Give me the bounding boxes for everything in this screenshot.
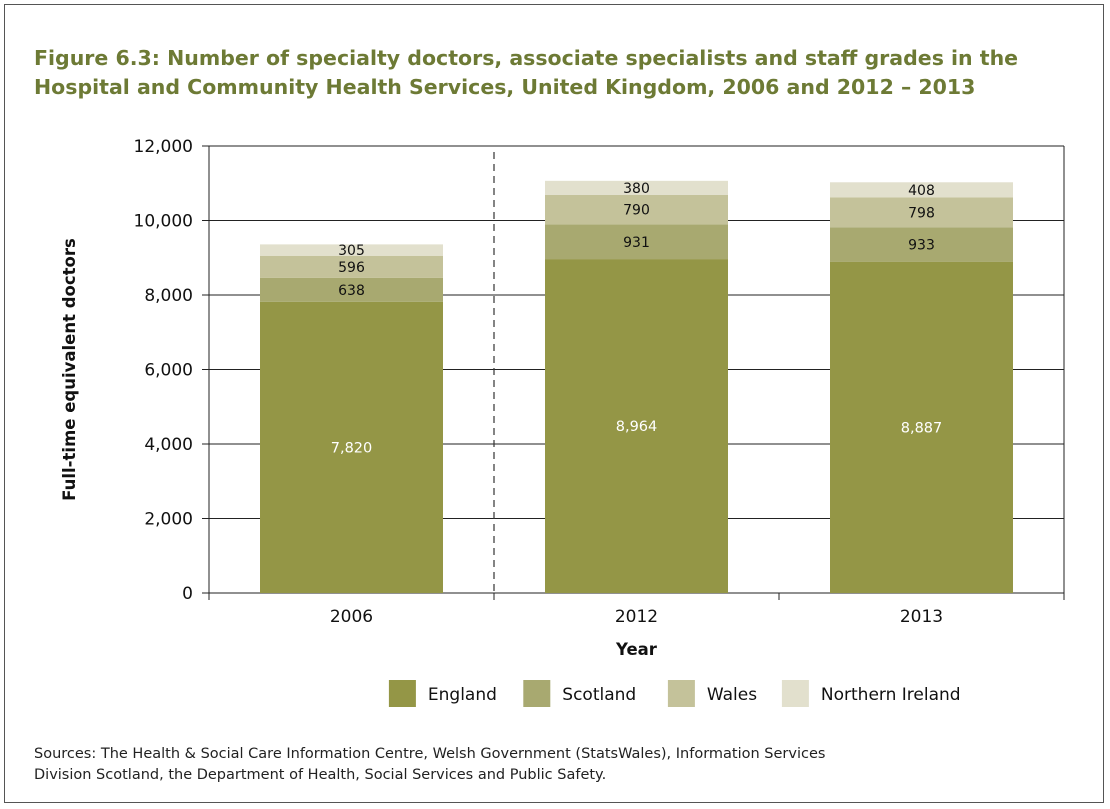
xtick-label-2012: 2012 — [615, 607, 658, 627]
figure-title-line-2: Hospital and Community Health Services, … — [34, 75, 976, 99]
bar-2006-scotland — [260, 277, 443, 302]
data-label-2013-wales: 798 — [908, 205, 935, 221]
bar-2012-england — [545, 259, 728, 593]
data-label-2006-england: 7,820 — [331, 440, 373, 456]
legend-swatch-england — [388, 680, 416, 707]
xtick-label-2013: 2013 — [900, 607, 943, 627]
legend-swatch-northern-ireland — [781, 680, 809, 707]
bar-2013-northern-ireland — [830, 182, 1013, 198]
legend-swatch-wales — [667, 680, 695, 707]
data-label-2006-wales: 596 — [338, 260, 365, 276]
data-label-2012-wales: 790 — [623, 203, 650, 219]
figure-title: Figure 6.3: Number of specialty doctors,… — [34, 44, 1094, 102]
bar-2006-northern-ireland — [260, 244, 443, 256]
data-label-2012-england: 8,964 — [616, 419, 658, 435]
ytick-label-2: 4,000 — [144, 435, 193, 455]
data-label-2013-scotland: 933 — [908, 238, 935, 254]
sources-note: Sources: The Health & Social Care Inform… — [34, 744, 1094, 786]
bar-2012-northern-ireland — [545, 180, 728, 195]
data-label-2012-scotland: 931 — [623, 235, 650, 251]
legend-label-northern-ireland: Northern Ireland — [821, 685, 961, 705]
y-axis-title: Full-time equivalent doctors — [60, 238, 79, 501]
ytick-label-0: 0 — [182, 584, 193, 604]
legend-swatch-scotland — [523, 680, 551, 707]
xtick-label-2006: 2006 — [330, 607, 373, 627]
data-label-2006-scotland: 638 — [338, 283, 365, 299]
figure-title-line-1: Figure 6.3: Number of specialty doctors,… — [34, 46, 1019, 70]
ytick-label-1: 2,000 — [144, 510, 193, 530]
bar-2012-wales — [545, 194, 728, 225]
data-label-2013-england: 8,887 — [901, 420, 943, 436]
data-label-2006-northern-ireland: 305 — [338, 243, 365, 259]
bar-2012-scotland — [545, 224, 728, 260]
bar-2006-wales — [260, 255, 443, 278]
legend-label-england: England — [428, 685, 497, 705]
ytick-label-6: 12,000 — [134, 137, 193, 157]
ytick-label-5: 10,000 — [134, 212, 193, 232]
ytick-label-3: 6,000 — [144, 361, 193, 381]
legend-label-scotland: Scotland — [562, 685, 636, 705]
ytick-label-4: 8,000 — [144, 286, 193, 306]
data-label-2013-northern-ireland: 408 — [908, 183, 935, 199]
sources-line-2: Division Scotland, the Department of Hea… — [34, 767, 607, 783]
bar-2013-scotland — [830, 227, 1013, 262]
bar-2013-england — [830, 261, 1013, 593]
x-axis-title: Year — [615, 640, 658, 659]
sources-line-1: Sources: The Health & Social Care Inform… — [34, 746, 826, 762]
data-label-2012-northern-ireland: 380 — [623, 181, 650, 197]
bar-2013-wales — [830, 197, 1013, 228]
bar-2006-england — [260, 301, 443, 593]
legend-label-wales: Wales — [707, 685, 757, 705]
